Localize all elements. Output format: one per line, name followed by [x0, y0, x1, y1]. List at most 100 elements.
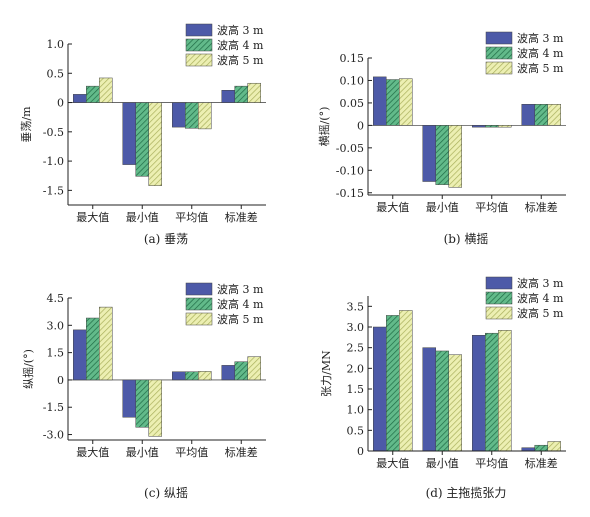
bar-s1-3 [472, 125, 486, 128]
y-tick-label: 3.5 [347, 300, 365, 313]
chart-panel-4: 0 0.5 1.0 1.5 2.0 2.5 3.0 3.5 最大值 最小值 平均值 标准差 张力/MN 波… [320, 276, 566, 500]
bar-s1-2 [422, 125, 436, 182]
y-tick-label: -0.10 [336, 164, 364, 177]
y-tick-label: -1.0 [43, 155, 64, 168]
y-tick-label: 1.5 [47, 347, 65, 360]
legend-label: 波高 4 m [517, 46, 564, 60]
bar-s3-3 [498, 330, 512, 452]
y-tick-label: 1.0 [47, 38, 65, 51]
chart-panel-1: -1.5 -1.0 -0.5 0 0.5 1.0 最大值 最小值 平均值 标准差 垂荡/m 波高 3 … [20, 23, 266, 246]
chart-panel-3: -3.0 -1.5 0 1.5 3.0 4.5 最大值 最小值 平均值 标准差 纵摇/(°) 波高 3… [21, 282, 266, 500]
legend-swatch [485, 46, 513, 60]
y-tick-label: -1.5 [43, 184, 64, 197]
bar-s2-2 [435, 125, 449, 185]
bar-s3-3 [198, 371, 212, 381]
x-tick-label: 最小值 [126, 446, 159, 459]
bar-s3-3 [498, 125, 512, 128]
bar-s2-3 [485, 332, 499, 452]
bar-s2-3 [185, 371, 199, 381]
bar-s3-2 [148, 102, 162, 186]
x-tick-label: 最大值 [376, 456, 409, 470]
y-tick-label: 1.0 [347, 404, 365, 417]
bar-s1-4 [221, 365, 235, 381]
legend-label: 波高 5 m [517, 61, 564, 75]
y-tick-label: 0 [357, 445, 364, 458]
legend-swatch [485, 276, 513, 290]
bar-s1-2 [122, 102, 136, 165]
bar-s1-1 [73, 329, 87, 381]
legend-swatch [185, 282, 213, 296]
legend-swatch [485, 291, 513, 305]
bar-s3-4 [547, 104, 561, 126]
panel-caption: (a) 垂荡 [144, 232, 188, 246]
bar-s1-1 [373, 76, 387, 126]
y-tick-label: 0.10 [340, 74, 365, 87]
legend-label: 波高 4 m [217, 38, 264, 52]
y-tick-label: -0.05 [336, 142, 364, 155]
bar-s3-1 [399, 78, 413, 126]
x-tick-label: 平均值 [475, 457, 508, 470]
y-tick-label: 4.5 [47, 292, 65, 305]
bar-s2-4 [234, 85, 248, 103]
bar-s2-3 [185, 102, 199, 129]
y-tick-label: 0 [57, 374, 64, 387]
panel-caption: (d) 主拖揽张力 [426, 486, 507, 500]
y-tick-label: 0.5 [347, 424, 365, 437]
legend-swatch [185, 53, 213, 67]
legend-swatch [185, 23, 213, 37]
legend-label: 波高 3 m [517, 31, 564, 45]
bar-s2-1 [86, 85, 100, 103]
bar-s1-3 [172, 371, 186, 381]
y-tick-label: -0.15 [336, 187, 364, 200]
bar-s3-2 [448, 354, 462, 452]
y-tick-label: 1.5 [347, 383, 365, 396]
legend-label: 波高 3 m [217, 282, 264, 296]
legend-swatch [485, 61, 513, 75]
bar-s3-1 [399, 310, 413, 452]
bar-s2-3 [485, 125, 499, 128]
y-tick-label: -0.5 [43, 126, 64, 139]
y-tick-label: 0 [357, 119, 364, 132]
x-tick-label: 最小值 [426, 201, 459, 214]
x-tick-label: 平均值 [475, 201, 508, 214]
bar-s1-1 [373, 326, 387, 452]
y-axis-label: 张力/MN [320, 350, 333, 397]
bar-s2-2 [135, 102, 149, 177]
panel-caption: (b) 横摇 [444, 232, 489, 246]
bar-s1-4 [521, 104, 535, 126]
x-tick-label: 最小值 [426, 457, 459, 470]
y-tick-label: 0.15 [340, 52, 365, 65]
legend-label: 波高 4 m [517, 291, 564, 305]
y-tick-label: -3.0 [43, 429, 64, 442]
legend-swatch [485, 31, 513, 45]
y-tick-label: 0 [57, 97, 64, 110]
bar-s1-3 [172, 102, 186, 128]
legend-label: 波高 5 m [217, 312, 264, 326]
bar-s3-2 [148, 379, 162, 437]
bar-s3-2 [448, 125, 462, 188]
y-tick-label: 2.5 [347, 342, 365, 355]
x-tick-label: 标准差 [525, 456, 558, 470]
y-tick-label: 3.0 [47, 319, 65, 332]
legend-label: 波高 5 m [217, 53, 264, 67]
y-tick-label: 0.5 [47, 67, 65, 80]
bar-s3-3 [198, 102, 212, 130]
legend-swatch [185, 38, 213, 52]
bar-s2-4 [534, 104, 548, 126]
bar-s1-2 [422, 347, 436, 452]
legend-label: 波高 3 m [217, 23, 264, 37]
bar-s1-2 [122, 379, 136, 418]
legend-swatch [185, 312, 213, 326]
x-tick-label: 标准差 [225, 445, 258, 459]
bar-s1-4 [221, 90, 235, 103]
panel-caption: (c) 纵摇 [144, 486, 188, 500]
x-tick-label: 最大值 [76, 210, 109, 224]
chart-panel-2: -0.15 -0.10 -0.05 0 0.05 0.10 0.15 最大值 最小值 平均值 标准差… [317, 31, 566, 246]
bar-s3-4 [247, 356, 261, 381]
bar-s2-2 [435, 350, 449, 452]
bar-s1-3 [472, 335, 486, 452]
x-tick-label: 平均值 [175, 211, 208, 224]
legend-swatch [185, 297, 213, 311]
bar-s3-4 [247, 82, 261, 103]
legend-swatch [485, 306, 513, 320]
